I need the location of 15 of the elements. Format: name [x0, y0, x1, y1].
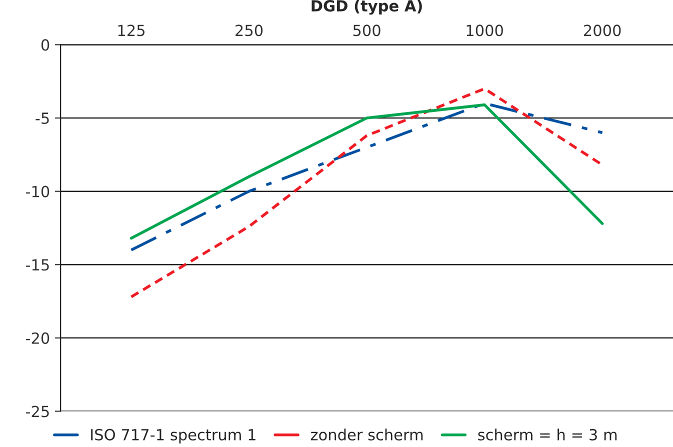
- y-tick-label: -20: [26, 332, 50, 344]
- x-tick-label: 1000: [466, 24, 503, 36]
- legend-label: zonder scherm: [310, 428, 423, 440]
- x-tick-label: 125: [118, 24, 144, 36]
- x-tick-label: 250: [236, 24, 263, 36]
- y-tick-label: -15: [26, 259, 49, 271]
- x-tick-label: 2000: [584, 24, 621, 36]
- chart-title: DGD (type A): [312, 0, 422, 15]
- y-tick-label: -10: [26, 186, 50, 198]
- legend-label: ISO 717-1 spectrum 1: [91, 428, 256, 444]
- y-tick-label: -25: [26, 406, 49, 418]
- y-tick-label: -5: [36, 112, 49, 124]
- legend-label: scherm = h = 3 m: [478, 428, 617, 440]
- x-tick-label: 500: [353, 24, 380, 36]
- y-tick-label: 0: [41, 39, 50, 51]
